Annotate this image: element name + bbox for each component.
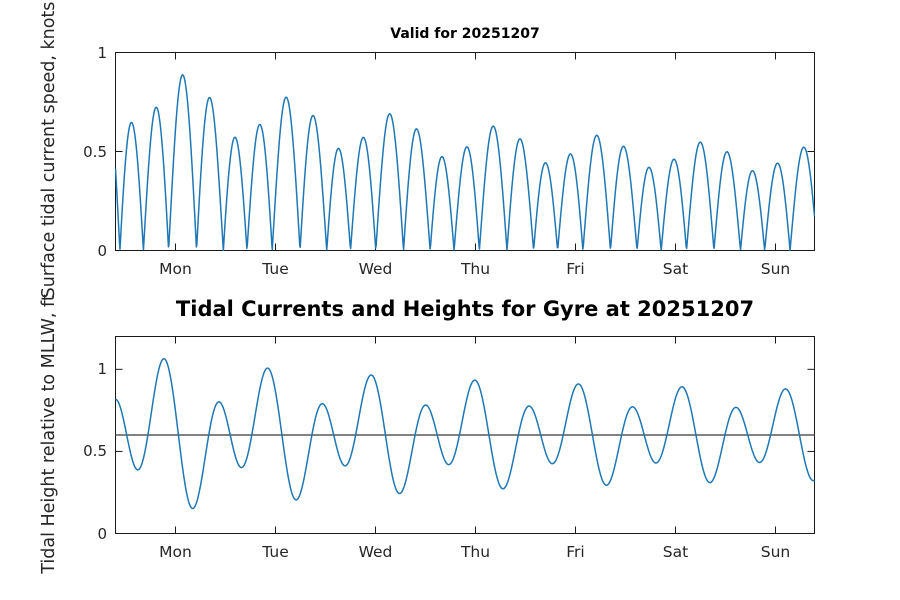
x-tick-label: Tue (262, 543, 289, 561)
x-tick-label: Sun (760, 260, 791, 278)
y-tick-label: 1 (97, 43, 107, 62)
x-tick-label: Sat (662, 543, 689, 561)
subplot-title-valid-for: Valid for 20251207 (390, 26, 540, 42)
tidal-height-plot-area (115, 336, 815, 534)
x-tick-label: Fri (566, 543, 585, 561)
x-tick-label: Sun (760, 543, 791, 561)
y-tick-label: 1 (97, 360, 107, 379)
x-tick-label: Tue (262, 260, 289, 278)
x-tick-label: Thu (460, 260, 491, 278)
x-tick-label: Fri (566, 260, 585, 278)
y-tick-label: 0.5 (83, 142, 107, 161)
x-tick-label: Thu (460, 543, 491, 561)
x-tick-label: Wed (358, 543, 393, 561)
y-tick-label: 0.5 (83, 442, 107, 461)
x-tick-label: Mon (159, 543, 192, 561)
y-tick-label: 0 (97, 241, 107, 260)
x-tick-label: Sat (662, 260, 689, 278)
x-tick-label: Wed (358, 260, 393, 278)
main-chart-title: Tidal Currents and Heights for Gyre at 2… (175, 297, 755, 321)
x-tick-label: Mon (159, 260, 192, 278)
current-speed-plot-area (115, 52, 815, 251)
tidal-height-curve (115, 358, 815, 510)
current-speed-curve (115, 74, 815, 251)
y-tick-label: 0 (97, 524, 107, 543)
